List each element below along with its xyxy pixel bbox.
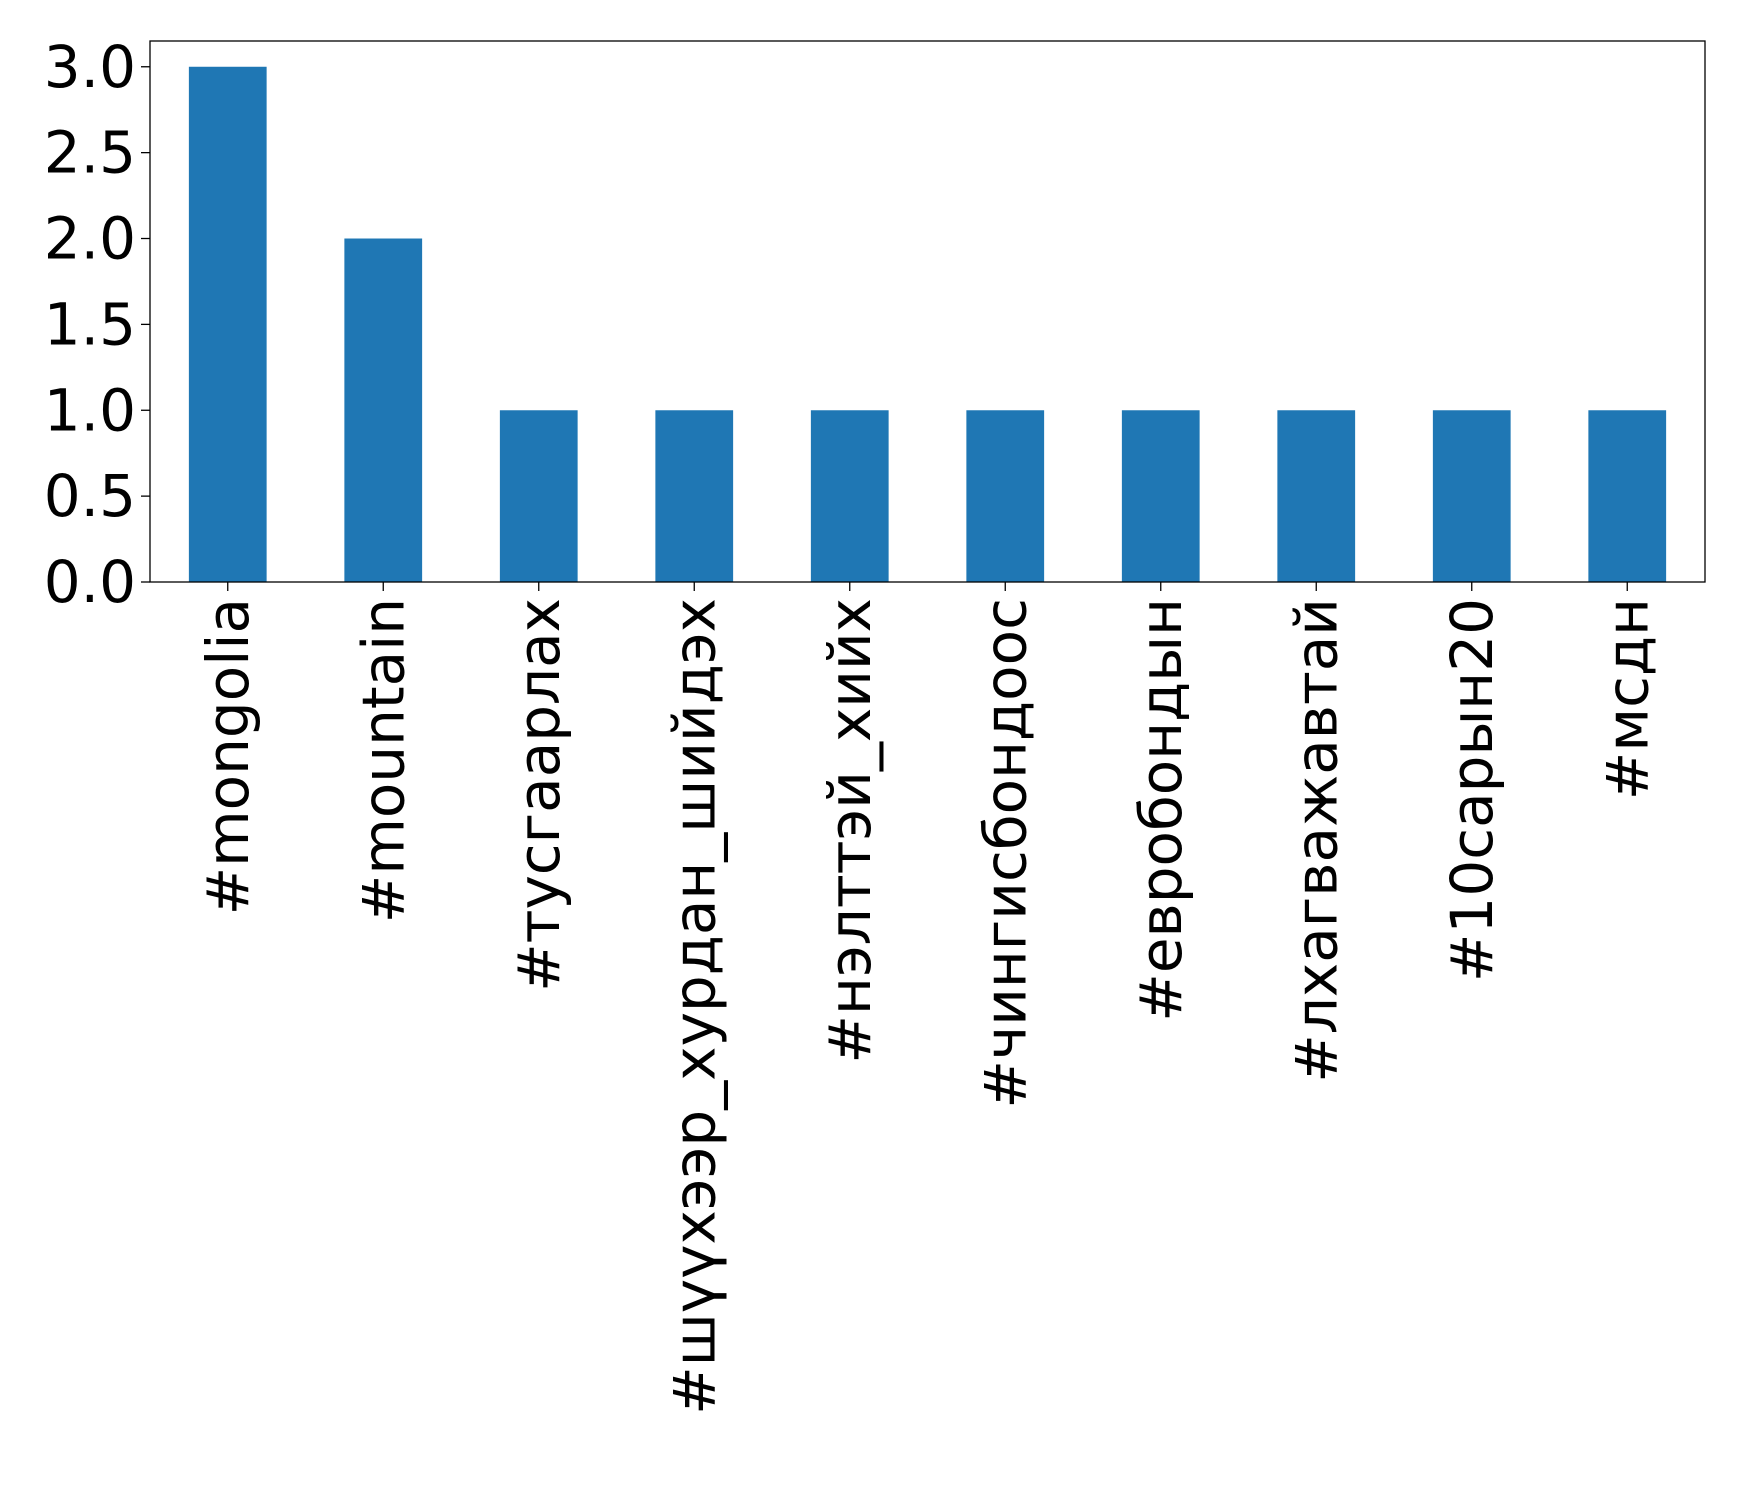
- bar: [188, 66, 267, 582]
- x-tick-label: #нэлттэй_хийх: [816, 598, 884, 1064]
- x-tick-label: #евробондын: [1127, 598, 1195, 1022]
- bars-layer: [188, 66, 1667, 582]
- bar: [499, 410, 578, 582]
- x-tick-label: #mountain: [349, 598, 417, 923]
- bar: [655, 410, 734, 582]
- x-tick-label: #тусгаарлах: [505, 598, 573, 992]
- bar: [1121, 410, 1200, 582]
- bar: [344, 238, 423, 582]
- x-tick-label: #10сарын20: [1438, 598, 1506, 982]
- y-tick-label: 2.5: [44, 119, 136, 187]
- bar: [1277, 410, 1356, 582]
- plot-frame: [149, 40, 1706, 583]
- bar: [1432, 410, 1511, 582]
- y-axis-ticks: 0.0 0.5 1.0 1.5 2.0 2.5 3.0: [44, 33, 150, 616]
- bar: [810, 410, 889, 582]
- x-tick-label: #лхагважавтай: [1282, 598, 1350, 1083]
- y-tick-label: 2.0: [44, 205, 136, 273]
- x-axis-ticks: #mongolia #mountain #тусгаарлах #шүүхээр_ху…: [194, 582, 1661, 1415]
- x-tick-label: #чингисбондоос: [971, 598, 1039, 1109]
- axes-layer: [149, 40, 1706, 583]
- x-tick-label: #mongolia: [194, 598, 262, 915]
- x-tick-label: #шүүхээр_хурдан_шийдэх: [660, 598, 728, 1415]
- x-tick-label: #мсдн: [1593, 598, 1661, 800]
- y-tick-label: 1.0: [44, 376, 136, 444]
- bar: [966, 410, 1045, 582]
- y-tick-label: 1.5: [44, 290, 136, 358]
- bar: [1588, 410, 1667, 582]
- y-tick-label: 0.0: [44, 548, 136, 616]
- y-tick-label: 0.5: [44, 462, 136, 530]
- y-tick-label: 3.0: [44, 33, 136, 101]
